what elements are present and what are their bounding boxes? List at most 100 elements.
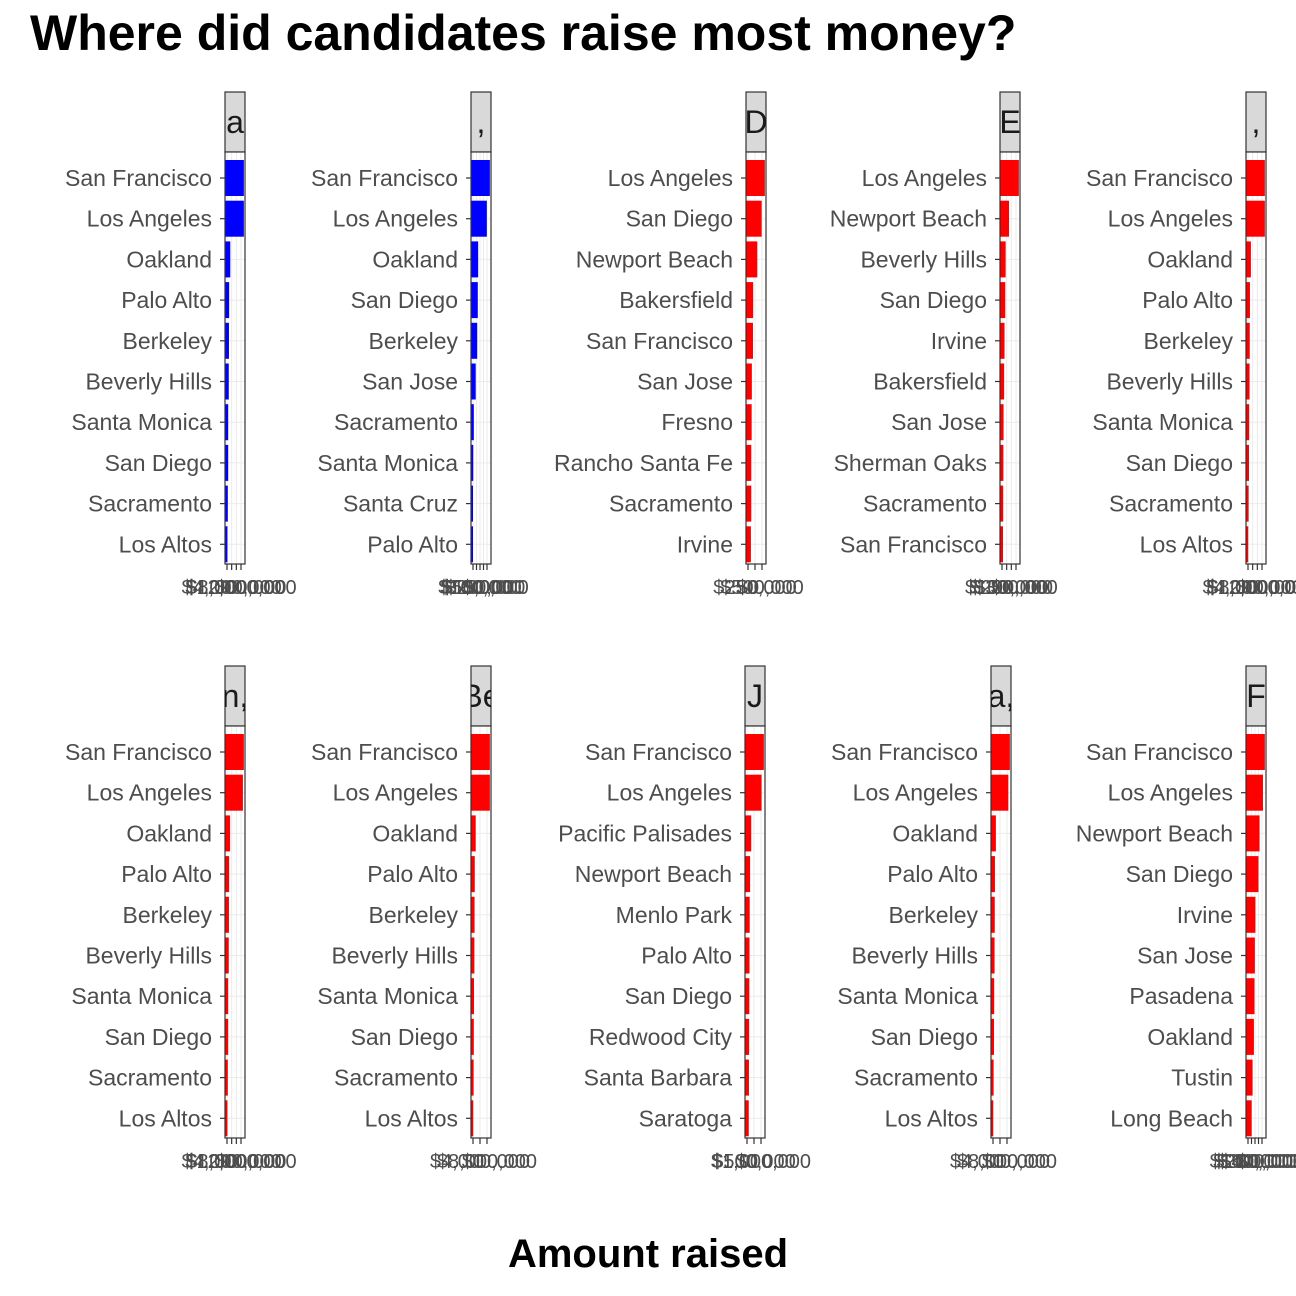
bar	[991, 896, 995, 933]
category-label: Sacramento	[88, 1065, 212, 1091]
facet-strip-label: ,	[477, 104, 486, 140]
category-label: San Diego	[871, 1024, 978, 1050]
category-label: Beverly Hills	[85, 943, 212, 969]
bar	[1246, 485, 1249, 522]
facet-strip-label: E	[999, 104, 1020, 140]
category-label: Los Angeles	[87, 206, 212, 232]
bar	[991, 774, 1009, 811]
facet-strip-label: a	[226, 104, 244, 140]
x-tick-label: $200,000	[1213, 1151, 1296, 1173]
bar	[471, 734, 490, 770]
x-tick-label: $0	[462, 1151, 484, 1173]
bar	[225, 896, 229, 933]
bar	[745, 1059, 749, 1096]
bar	[1000, 363, 1005, 400]
category-label: Santa Cruz	[343, 491, 458, 517]
bar	[225, 444, 229, 481]
bar	[225, 322, 229, 359]
bar	[991, 856, 995, 893]
bar	[991, 815, 996, 852]
bar	[1246, 774, 1263, 811]
x-tick-label: $0	[216, 577, 238, 599]
category-label: Sacramento	[1109, 491, 1233, 517]
x-tick-label: $0	[216, 1151, 238, 1173]
bar	[471, 1059, 474, 1096]
bar	[1000, 444, 1004, 481]
bar	[225, 815, 231, 852]
facet-panel-6: n, San Francisco Los Angeles Oakland Palo Al…	[65, 665, 297, 1173]
category-label: San Francisco	[585, 739, 732, 765]
category-label: Sacramento	[334, 1065, 458, 1091]
category-label: San Diego	[351, 287, 458, 313]
category-label: Beverly Hills	[85, 369, 212, 395]
category-label: Rancho Santa Fe	[554, 450, 733, 476]
bar	[1246, 1059, 1253, 1096]
category-label: Santa Barbara	[584, 1065, 733, 1091]
category-label: Long Beach	[1110, 1105, 1233, 1131]
category-label: Los Altos	[119, 531, 212, 557]
category-label: Berkeley	[123, 328, 213, 354]
x-tick-label: $12,000,000	[185, 1151, 296, 1173]
category-label: Beverly Hills	[860, 246, 987, 272]
x-tick-label: $0	[462, 577, 484, 599]
category-label: Santa Monica	[71, 409, 212, 435]
category-label: Menlo Park	[616, 902, 733, 928]
bar	[1246, 734, 1265, 770]
bar	[225, 200, 244, 237]
category-label: Los Angeles	[607, 780, 732, 806]
category-label: Palo Alto	[887, 861, 978, 887]
panel-border	[224, 151, 246, 565]
bar	[746, 200, 762, 237]
category-label: Pasadena	[1129, 983, 1233, 1009]
category-label: San Diego	[105, 450, 212, 476]
category-label: Palo Alto	[641, 943, 732, 969]
panel-border	[1245, 151, 1267, 565]
bar	[225, 734, 244, 770]
x-tick-label: $8,000,000	[437, 1151, 537, 1173]
bar	[745, 734, 764, 770]
bar	[225, 160, 244, 196]
category-label: San Francisco	[65, 165, 212, 191]
category-label: Newport Beach	[1076, 820, 1233, 846]
category-label: Beverly Hills	[1106, 369, 1233, 395]
panel-border	[470, 151, 492, 565]
bar	[1000, 404, 1004, 441]
bar	[1246, 978, 1255, 1015]
bar	[1246, 200, 1265, 237]
category-label: Irvine	[931, 328, 987, 354]
x-tick-label: $100,000	[1210, 1151, 1293, 1173]
bar	[1000, 282, 1006, 319]
bar	[471, 160, 490, 196]
bar	[225, 1100, 228, 1137]
facet-strip-label: J	[747, 678, 763, 714]
category-label: Sacramento	[863, 491, 987, 517]
category-label: San Diego	[105, 1024, 212, 1050]
category-label: Santa Monica	[317, 983, 458, 1009]
category-label: San Jose	[1137, 943, 1233, 969]
category-label: San Francisco	[586, 328, 733, 354]
category-label: Berkeley	[369, 328, 459, 354]
bar	[471, 444, 474, 481]
bar	[745, 1100, 749, 1137]
category-label: Los Altos	[365, 1105, 458, 1131]
facet-panel-8: J San Francisco Los Angeles Pacific Palisad…	[558, 665, 811, 1173]
bar	[1246, 1100, 1252, 1137]
category-label: Los Angeles	[333, 780, 458, 806]
category-label: Palo Alto	[367, 531, 458, 557]
category-label: Irvine	[1177, 902, 1233, 928]
x-tick-label: $8,000,000	[957, 1151, 1057, 1173]
bar	[745, 937, 750, 974]
category-label: San Francisco	[840, 531, 987, 557]
bar	[471, 896, 475, 933]
x-tick-label: $4,000,000	[182, 1151, 282, 1173]
bar	[225, 978, 229, 1015]
bar	[746, 485, 752, 522]
bar	[1246, 444, 1250, 481]
x-tick-label: $100,000	[965, 577, 1048, 599]
x-tick-label: $150,000	[442, 577, 525, 599]
bar	[471, 815, 476, 852]
bar	[1246, 815, 1260, 852]
bar	[225, 526, 228, 563]
bar	[745, 978, 750, 1015]
category-label: San Jose	[362, 369, 458, 395]
